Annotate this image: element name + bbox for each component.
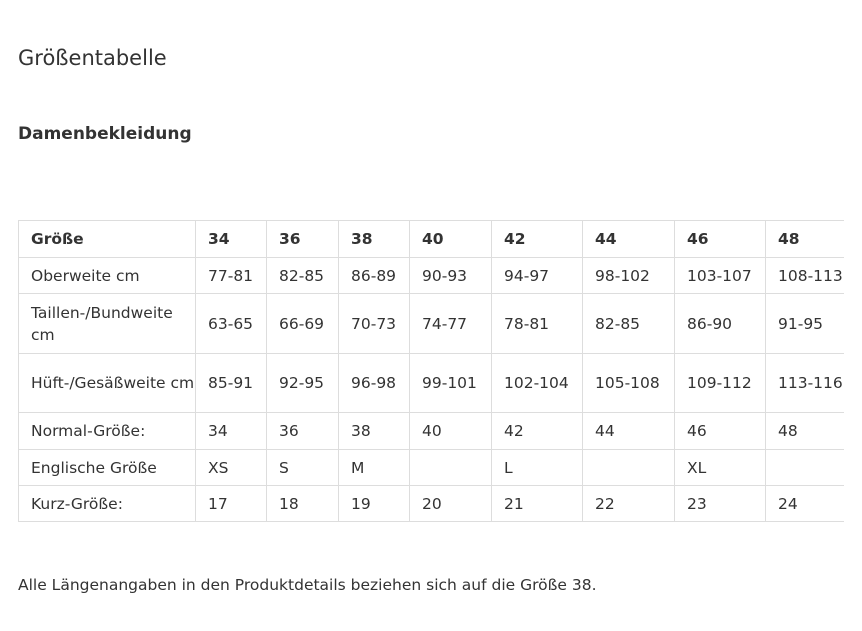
header-cell: 40	[409, 220, 492, 258]
table-row: Taillen-/Bundweite cm 63-65 66-69 70-73 …	[18, 293, 844, 354]
table-cell: 94-97	[491, 257, 583, 294]
table-row: Oberweite cm 77-81 82-85 86-89 90-93 94-…	[18, 257, 844, 294]
table-cell: S	[266, 449, 339, 486]
row-label: Taillen-/Bundweite cm	[18, 293, 196, 354]
table-cell: 70-73	[338, 293, 410, 354]
table-cell: 77-81	[195, 257, 267, 294]
table-cell: 98-102	[582, 257, 675, 294]
table-cell: 46	[674, 412, 766, 450]
table-cell: 96-98	[338, 353, 410, 413]
table-cell: 86-90	[674, 293, 766, 354]
table-cell: 113-116	[765, 353, 844, 413]
row-label: Kurz-Größe:	[18, 485, 196, 522]
table-cell: M	[338, 449, 410, 486]
table-cell: 78-81	[491, 293, 583, 354]
table-row: Englische Größe XS S M L XL	[18, 449, 844, 486]
table-cell: 34	[195, 412, 267, 450]
table-cell: L	[491, 449, 583, 486]
table-cell: 85-91	[195, 353, 267, 413]
table-cell: 42	[491, 412, 583, 450]
table-cell: 36	[266, 412, 339, 450]
table-cell: 48	[765, 412, 844, 450]
size-table: Größe 34 36 38 40 42 44 46 48 Oberweite …	[18, 220, 844, 522]
table-cell: 90-93	[409, 257, 492, 294]
table-header-row: Größe 34 36 38 40 42 44 46 48	[18, 220, 844, 258]
table-cell: 91-95	[765, 293, 844, 354]
table-cell: 99-101	[409, 353, 492, 413]
table-cell	[582, 449, 675, 486]
table-cell: 23	[674, 485, 766, 522]
table-row: Normal-Größe: 34 36 38 40 42 44 46 48	[18, 412, 844, 450]
page-title: Größentabelle	[18, 46, 167, 70]
header-cell: 36	[266, 220, 339, 258]
table-cell: 82-85	[582, 293, 675, 354]
row-label: Englische Größe	[18, 449, 196, 486]
table-cell: 82-85	[266, 257, 339, 294]
row-label: Oberweite cm	[18, 257, 196, 294]
row-label: Normal-Größe:	[18, 412, 196, 450]
table-cell: 63-65	[195, 293, 267, 354]
table-cell: 74-77	[409, 293, 492, 354]
table-cell: 24	[765, 485, 844, 522]
table-cell: 18	[266, 485, 339, 522]
table-cell	[765, 449, 844, 486]
header-cell: 46	[674, 220, 766, 258]
footnote: Alle Längenangaben in den Produktdetails…	[18, 576, 597, 594]
table-cell: 66-69	[266, 293, 339, 354]
table-row: Kurz-Größe: 17 18 19 20 21 22 23 24	[18, 485, 844, 522]
header-cell: Größe	[18, 220, 196, 258]
table-cell: XS	[195, 449, 267, 486]
table-cell: 44	[582, 412, 675, 450]
table-cell: 102-104	[491, 353, 583, 413]
table-cell: 40	[409, 412, 492, 450]
header-cell: 38	[338, 220, 410, 258]
table-cell: 108-113	[765, 257, 844, 294]
row-label: Hüft-/Gesäßweite cm	[18, 353, 196, 413]
table-cell: 105-108	[582, 353, 675, 413]
table-cell: 21	[491, 485, 583, 522]
table-cell: 19	[338, 485, 410, 522]
section-title: Damenbekleidung	[18, 124, 192, 144]
header-cell: 44	[582, 220, 675, 258]
table-cell	[409, 449, 492, 486]
table-cell: 38	[338, 412, 410, 450]
table-cell: 17	[195, 485, 267, 522]
header-cell: 48	[765, 220, 844, 258]
table-cell: XL	[674, 449, 766, 486]
table-cell: 86-89	[338, 257, 410, 294]
table-cell: 103-107	[674, 257, 766, 294]
table-row: Hüft-/Gesäßweite cm 85-91 92-95 96-98 99…	[18, 353, 844, 413]
table-cell: 22	[582, 485, 675, 522]
header-cell: 34	[195, 220, 267, 258]
header-cell: 42	[491, 220, 583, 258]
table-cell: 20	[409, 485, 492, 522]
table-cell: 92-95	[266, 353, 339, 413]
table-cell: 109-112	[674, 353, 766, 413]
size-table-container: Größe 34 36 38 40 42 44 46 48 Oberweite …	[18, 220, 844, 522]
